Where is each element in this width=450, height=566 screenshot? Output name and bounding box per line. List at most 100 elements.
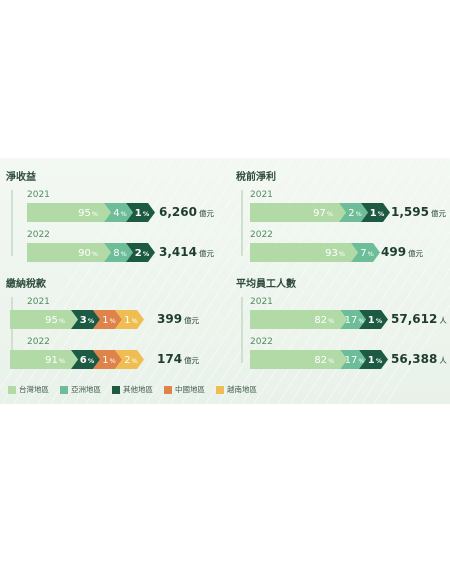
background-line	[193, 158, 355, 404]
bar-segment	[126, 203, 155, 222]
background-line	[373, 286, 450, 404]
bar-segment	[93, 310, 122, 329]
bar-segment	[104, 243, 133, 262]
bar-value-label: 1%	[102, 315, 116, 326]
bar-value-label: 3%	[80, 315, 95, 326]
year-label: 2021	[250, 297, 273, 307]
bar-value-label: 2%	[135, 248, 150, 259]
bar-segment	[126, 243, 155, 262]
bar-value-label: 82%	[314, 355, 334, 366]
background-line	[361, 267, 450, 404]
bar-segment	[93, 350, 122, 369]
total-value: 6,260 億元	[159, 205, 214, 219]
background-line	[385, 304, 450, 404]
total-value: 3,414 億元	[159, 245, 214, 259]
background-line	[169, 158, 331, 404]
stacked-bar: 95% 4% 1%	[27, 203, 155, 222]
bar-segment	[250, 310, 348, 329]
chart-title: 稅前淨利	[236, 172, 276, 183]
bar-segment	[359, 310, 388, 329]
bar-segment	[351, 243, 380, 262]
stacked-bar: 82% 17% 1%	[250, 350, 388, 369]
bar-segment	[339, 203, 368, 222]
legend-swatch	[216, 386, 224, 394]
background-line	[181, 158, 343, 404]
chart-average-employees: 平均員工人數 2021 2022 82% 17% 1% 82% 17% 1% 57,61…	[236, 275, 450, 375]
stacked-bar: 93% 7%	[250, 243, 380, 262]
bar-value-label: 95%	[78, 208, 98, 219]
bar-segment	[250, 243, 358, 262]
background-line	[157, 158, 319, 404]
background-line	[217, 158, 379, 404]
chart-pretax-income: 稅前淨利 2021 2022 97% 2% 1% 93% 7% 1,595 億元 499…	[236, 168, 450, 268]
total-value: 499 億元	[381, 245, 424, 259]
legend-swatch	[8, 386, 16, 394]
legend-label: 越南地區	[227, 385, 257, 394]
bar-value-label: 17%	[345, 315, 365, 326]
stacked-bar: 95% 3% 1% 1%	[10, 310, 144, 329]
bar-value-label: 82%	[314, 315, 334, 326]
chart-net-revenue: 淨收益 2021 2022 95% 4% 1% 90% 8% 2% 6,260 億元 3,…	[6, 168, 221, 268]
bar-value-label: 97%	[313, 208, 333, 219]
stacked-bar: 90% 8% 2%	[27, 243, 155, 262]
bar-value-label: 2%	[348, 208, 362, 219]
background-line	[145, 158, 307, 404]
year-label: 2022	[250, 230, 273, 240]
bar-segment	[10, 310, 78, 329]
bar-segment	[27, 243, 111, 262]
bar-value-label: 90%	[78, 248, 98, 259]
bar-value-label: 91%	[45, 355, 65, 366]
bar-value-label: 1%	[368, 355, 383, 366]
bar-segment	[10, 350, 78, 369]
legend-label: 亞洲地區	[71, 385, 101, 394]
divider-line	[241, 297, 243, 363]
bar-value-label: 93%	[325, 248, 345, 259]
bar-value-label: 4%	[113, 208, 127, 219]
divider-line	[11, 190, 13, 256]
infographic-panel: 淨收益 2021 2022 95% 4% 1% 90% 8% 2% 6,260 億元 3,…	[0, 158, 450, 404]
year-label: 2022	[27, 337, 50, 347]
legend-label: 中國地區	[175, 385, 205, 394]
stacked-bar: 91% 6% 1% 2%	[10, 350, 144, 369]
stacked-bar: 82% 17% 1%	[250, 310, 388, 329]
stacked-bar: 97% 2% 1%	[250, 203, 390, 222]
bar-segment	[27, 203, 111, 222]
total-value: 57,612 人	[391, 312, 447, 326]
bar-value-label: 1%	[102, 355, 116, 366]
bar-value-label: 8%	[113, 248, 127, 259]
total-value: 174 億元	[157, 352, 200, 366]
bar-value-label: 95%	[45, 315, 65, 326]
legend-swatch	[60, 386, 68, 394]
bar-segment	[115, 350, 144, 369]
total-value: 399 億元	[157, 312, 200, 326]
chart-taxes-paid: 繳納稅款 2021 2022 95% 3% 1% 1% 91% 6% 1% 2% 399 億元…	[6, 275, 221, 375]
total-value: 56,388 人	[391, 352, 447, 366]
bar-segment	[104, 203, 133, 222]
chart-title: 繳納稅款	[6, 279, 46, 290]
year-label: 2022	[250, 337, 273, 347]
bar-segment	[71, 350, 100, 369]
bar-segment	[340, 310, 366, 329]
bar-value-label: 7%	[360, 248, 374, 259]
legend-swatch	[112, 386, 120, 394]
bar-value-label: 1%	[368, 315, 383, 326]
bar-segment	[71, 310, 100, 329]
bar-segment	[340, 350, 366, 369]
year-label: 2021	[27, 297, 50, 307]
legend-label: 台灣地區	[19, 385, 49, 394]
bar-segment	[250, 350, 348, 369]
total-value: 1,595 億元	[391, 205, 446, 219]
year-label: 2022	[27, 230, 50, 240]
year-label: 2021	[27, 190, 50, 200]
bar-value-label: 1%	[370, 208, 385, 219]
bar-segment	[361, 203, 390, 222]
background-line	[121, 158, 283, 404]
background-line	[133, 158, 295, 404]
bar-value-label: 1%	[124, 315, 138, 326]
legend-swatch	[164, 386, 172, 394]
bar-value-label: 1%	[135, 208, 150, 219]
bar-segment	[359, 350, 388, 369]
background-line	[205, 158, 367, 404]
divider-line	[11, 297, 13, 363]
bar-value-label: 17%	[345, 355, 365, 366]
